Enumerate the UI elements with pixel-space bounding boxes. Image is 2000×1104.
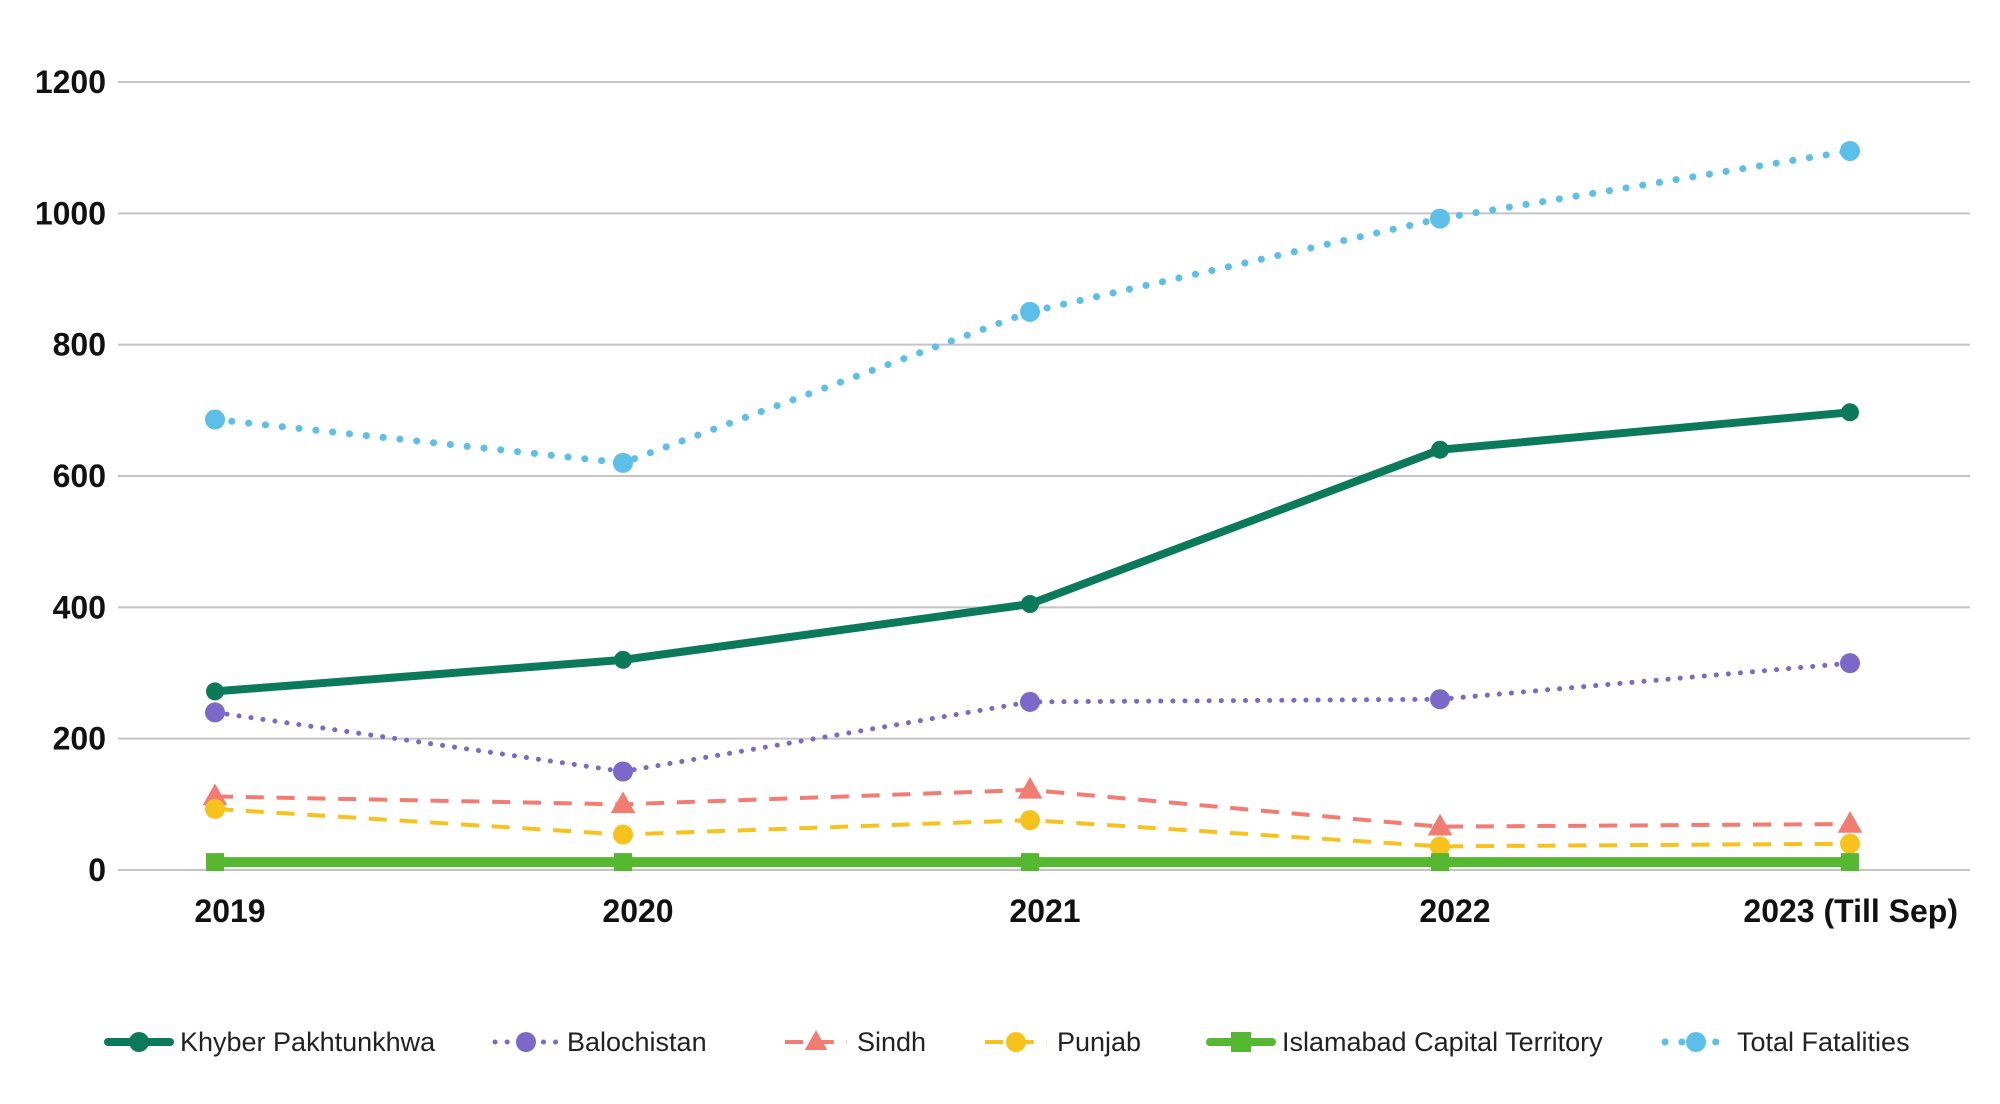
y-tick-label: 1200 bbox=[35, 64, 106, 100]
series-line bbox=[212, 660, 1853, 774]
data-point bbox=[1021, 595, 1039, 614]
y-axis-ticks: 0 200 400 600 800 1000 1200 bbox=[35, 64, 106, 888]
data-point bbox=[1840, 833, 1860, 854]
legend-label: Total Fatalities bbox=[1737, 1027, 1910, 1057]
data-point bbox=[1430, 836, 1450, 857]
legend-swatch-marker bbox=[1006, 1032, 1026, 1052]
data-point bbox=[613, 761, 633, 782]
data-point bbox=[205, 409, 225, 430]
data-point bbox=[614, 853, 632, 872]
x-tick-label: 2023 (Till Sep) bbox=[1743, 893, 1958, 929]
data-point bbox=[1840, 140, 1860, 161]
data-point bbox=[205, 702, 225, 723]
x-tick-label: 2019 bbox=[194, 893, 265, 929]
data-point bbox=[614, 650, 632, 669]
series-line bbox=[211, 408, 1854, 696]
legend-item: Islamabad Capital Territory bbox=[1206, 1027, 1603, 1057]
series-punjab bbox=[205, 798, 1860, 857]
legend-label: Islamabad Capital Territory bbox=[1282, 1027, 1603, 1057]
series-khyber-pakhtunkhwa bbox=[206, 403, 1859, 701]
x-tick-label: 2020 bbox=[602, 893, 673, 929]
data-point bbox=[610, 791, 636, 814]
data-point bbox=[1020, 691, 1040, 712]
legend-label: Khyber Pakhtunkhwa bbox=[180, 1027, 436, 1057]
legend-item: Punjab bbox=[985, 1027, 1141, 1057]
legend-swatch-marker bbox=[1686, 1032, 1706, 1052]
data-point bbox=[202, 783, 228, 806]
y-tick-label: 600 bbox=[53, 458, 106, 494]
legend-item: Balochistan bbox=[492, 1027, 707, 1057]
data-point bbox=[205, 798, 225, 819]
data-point bbox=[1841, 403, 1859, 422]
series-lines bbox=[202, 140, 1863, 872]
gridlines bbox=[118, 81, 1970, 871]
legend-swatch-marker bbox=[129, 1032, 149, 1052]
series-sindh bbox=[202, 776, 1863, 836]
data-point bbox=[1017, 776, 1043, 799]
legend-swatch-marker bbox=[804, 1030, 828, 1050]
data-point bbox=[1020, 301, 1040, 322]
legend-item: Khyber Pakhtunkhwa bbox=[104, 1027, 436, 1057]
legend-item: Sindh bbox=[785, 1027, 926, 1057]
data-point bbox=[1021, 853, 1039, 872]
y-tick-label: 1000 bbox=[35, 195, 106, 231]
data-point bbox=[1430, 208, 1450, 229]
x-tick-label: 2022 bbox=[1419, 893, 1490, 929]
legend-item: Total Fatalities bbox=[1661, 1027, 1910, 1057]
y-tick-label: 400 bbox=[53, 589, 106, 625]
y-tick-label: 0 bbox=[88, 852, 106, 888]
data-point bbox=[206, 682, 224, 701]
data-point bbox=[1431, 440, 1449, 459]
data-point bbox=[1427, 813, 1453, 836]
legend: Khyber Pakhtunkhwa Balochistan Sindh Punjab… bbox=[104, 1027, 1910, 1057]
data-point bbox=[1020, 810, 1040, 831]
legend-swatch-marker bbox=[516, 1032, 536, 1052]
data-point bbox=[1431, 853, 1449, 872]
legend-swatch-marker bbox=[1231, 1032, 1251, 1052]
series-balochistan bbox=[205, 653, 1860, 782]
legend-label: Sindh bbox=[857, 1027, 926, 1057]
series-islamabad-capital-territory bbox=[206, 853, 1859, 872]
series-total-fatalities bbox=[205, 140, 1860, 473]
legend-label: Balochistan bbox=[567, 1027, 707, 1057]
data-point bbox=[1841, 853, 1859, 872]
data-point bbox=[613, 824, 633, 845]
data-point bbox=[1840, 653, 1860, 674]
data-point bbox=[206, 853, 224, 872]
data-point bbox=[1837, 811, 1863, 833]
legend-label: Punjab bbox=[1057, 1027, 1141, 1057]
data-point bbox=[613, 452, 633, 473]
y-tick-label: 200 bbox=[53, 721, 106, 757]
y-tick-label: 800 bbox=[53, 327, 106, 363]
data-point bbox=[1430, 689, 1450, 710]
x-tick-label: 2021 bbox=[1009, 893, 1080, 929]
x-axis-ticks: 2019 2020 2021 2022 2023 (Till Sep) bbox=[194, 893, 1958, 929]
